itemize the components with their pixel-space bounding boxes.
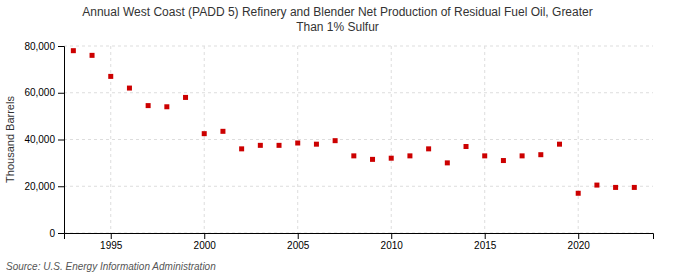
x-tick-mark <box>204 233 205 239</box>
point <box>632 185 637 190</box>
grid-line-x <box>578 46 579 233</box>
y-tick-label: 60,000 <box>24 87 55 98</box>
x-tick-label: 2010 <box>381 240 404 251</box>
x-tick: 2010 <box>381 233 404 251</box>
point <box>90 53 95 58</box>
x-axis: 1995 2000 2005 2010 2015 2020 <box>65 233 654 251</box>
y-tick: 60,000 <box>24 87 64 98</box>
point <box>183 95 188 100</box>
grid-line-y <box>64 92 653 93</box>
grid-line-y <box>64 186 653 187</box>
x-tick: 2015 <box>474 233 497 251</box>
point <box>538 152 543 157</box>
y-tick: 40,000 <box>24 134 64 145</box>
x-tick: 2000 <box>194 233 217 251</box>
chart: Annual West Coast (PADD 5) Refinery and … <box>0 0 675 275</box>
point <box>576 191 581 196</box>
point <box>501 158 506 163</box>
point <box>108 74 113 79</box>
x-tick-mark <box>298 233 299 239</box>
y-tick-mark <box>58 140 64 141</box>
x-tick-label: 1995 <box>100 240 123 251</box>
point <box>314 142 319 147</box>
x-tick: 1995 <box>100 233 123 251</box>
plot: 1995 2000 2005 2010 2015 2020 0 20,000 40,000 60,… <box>24 41 653 251</box>
x-tick-label: 2020 <box>568 240 591 251</box>
point <box>202 131 207 136</box>
point <box>464 144 469 149</box>
grid-line-y <box>64 139 653 140</box>
y-axis: 0 20,000 40,000 60,000 80,000 <box>24 41 64 239</box>
point <box>445 160 450 165</box>
y-tick-mark <box>58 93 64 94</box>
y-tick-mark <box>58 233 64 234</box>
y-tick-label: 0 <box>49 228 55 239</box>
point <box>127 86 132 91</box>
y-tick-label: 20,000 <box>24 181 55 192</box>
y-axis-title: Thousand Barrels <box>4 96 16 183</box>
y-tick: 20,000 <box>24 181 64 192</box>
x-tick-label: 2000 <box>194 240 217 251</box>
x-tick-label: 2005 <box>287 240 310 251</box>
x-tick-mark <box>111 233 112 239</box>
point <box>164 104 169 109</box>
point <box>613 185 618 190</box>
point <box>220 129 225 134</box>
point <box>71 48 76 53</box>
point <box>407 153 412 158</box>
point <box>557 142 562 147</box>
x-tick-mark <box>391 233 392 239</box>
points <box>71 48 637 196</box>
x-tick: 2005 <box>287 233 310 251</box>
title-line: Than 1% Sulfur <box>296 20 379 34</box>
grid <box>64 46 653 233</box>
point <box>258 143 263 148</box>
point <box>520 153 525 158</box>
x-tick-label: 2015 <box>474 240 497 251</box>
point <box>333 138 338 143</box>
x-tick-mark <box>485 233 486 239</box>
x-tick: 2020 <box>568 233 591 251</box>
source-note: Source: U.S. Energy Information Administ… <box>6 261 216 272</box>
point <box>482 153 487 158</box>
y-axis-line <box>58 47 65 234</box>
y-tick: 0 <box>49 228 64 239</box>
point <box>277 143 282 148</box>
point <box>389 156 394 161</box>
title: Annual West Coast (PADD 5) Refinery and … <box>82 5 592 34</box>
y-tick-mark <box>58 186 64 187</box>
y-tick-mark <box>58 46 64 47</box>
point <box>370 157 375 162</box>
point <box>146 103 151 108</box>
y-tick: 80,000 <box>24 41 64 52</box>
y-tick-label: 80,000 <box>24 41 55 52</box>
y-tick-label: 40,000 <box>24 134 55 145</box>
grid-line-y <box>64 46 653 47</box>
x-tick-mark <box>578 233 579 239</box>
point <box>351 153 356 158</box>
point <box>426 146 431 151</box>
point <box>295 141 300 146</box>
title-line: Annual West Coast (PADD 5) Refinery and … <box>82 5 592 19</box>
x-axis-line <box>65 234 654 240</box>
point <box>239 146 244 151</box>
point <box>594 183 599 188</box>
